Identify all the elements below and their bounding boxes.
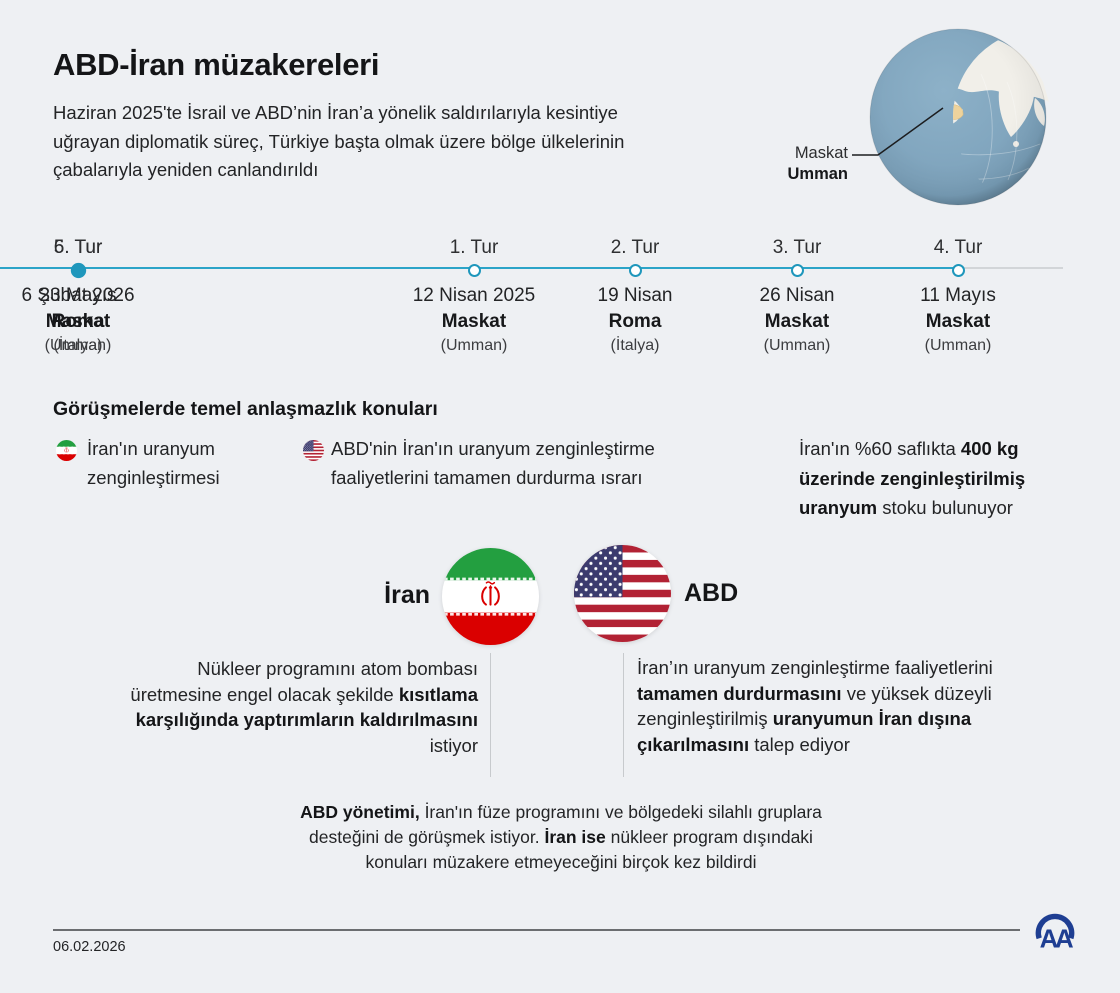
round-city: Maskat	[925, 310, 991, 332]
round-date: 23 Mayıs	[39, 284, 117, 306]
round-country: (Umman)	[763, 336, 831, 354]
round-city: Maskat	[45, 310, 111, 332]
timeline-dot	[70, 262, 86, 278]
globe-label-city: Maskat	[794, 144, 848, 162]
timeline-round-1: 1. Tur 12 Nisan 2025 Maskat (Umman)	[396, 236, 552, 357]
usa-position-text: İran’ın uranyum zenginleştirme faaliyetl…	[637, 657, 993, 755]
timeline-dot	[628, 263, 642, 277]
round-label: 3. Tur	[772, 237, 822, 258]
iran-flag-icon	[56, 440, 77, 461]
timeline-dot	[951, 263, 965, 277]
dispute-item-iran: İran'ın uranyum zenginleştirmesi	[87, 438, 220, 488]
footer-date: 06.02.2026	[53, 939, 126, 955]
timeline-dot	[790, 263, 804, 277]
iran-flag-icon	[442, 548, 539, 645]
timeline-round-2: 2. Tur 19 Nisan Roma (İtalya)	[557, 236, 713, 357]
divider-line-iran	[490, 653, 491, 777]
round-city: Roma	[608, 310, 662, 332]
round-date: 11 Mayıs	[920, 284, 996, 306]
globe-label-country: Umman	[787, 165, 848, 183]
round-country: (İtalya)	[610, 336, 660, 354]
round-label: 2. Tur	[610, 237, 660, 258]
round-country: (Umman)	[44, 336, 112, 354]
globe-icon	[852, 28, 1049, 206]
round-label: 5. Tur	[53, 237, 103, 258]
uranium-stock-note: İran'ın %60 saflıkta 400 kg üzerinde zen…	[799, 438, 1026, 518]
usa-label: ABD	[684, 579, 739, 607]
us-flag-icon	[574, 545, 671, 642]
timeline-dot	[467, 263, 481, 277]
timeline-round-4: 4. Tur 11 Mayıs Maskat (Umman)	[880, 236, 1036, 357]
round-city: Roma	[51, 310, 105, 332]
round-city: Maskat	[441, 310, 507, 332]
globe-label: Maskat Umman	[745, 143, 848, 185]
timeline-round-3: 3. Tur 26 Nisan Maskat (Umman)	[719, 236, 875, 357]
round-country: (Umman)	[440, 336, 508, 354]
iran-label: İran	[384, 581, 430, 609]
round-city: Maskat	[764, 310, 830, 332]
timeline-line-future	[958, 267, 1063, 270]
round-date: 12 Nisan 2025	[412, 284, 536, 306]
disputes-heading: Görüşmelerde temel anlaşmazlık konuları	[53, 398, 438, 420]
page-subtitle: Haziran 2025'te İsrail ve ABD’nin İran’a…	[53, 102, 625, 180]
page-title: ABD-İran müzakereleri	[53, 47, 380, 82]
timeline-round-6: 6. Tur 6 Şubat 2026 Maskat (Umman)	[0, 236, 156, 357]
joint-note-text: ABD yönetimi, İran'ın füze programını ve…	[300, 802, 822, 872]
round-date: 6 Şubat 2026	[21, 284, 135, 306]
us-flag-icon	[303, 440, 324, 461]
round-label: 1. Tur	[449, 237, 499, 258]
iran-position-text: Nükleer programını atom bombası üretmesi…	[130, 658, 478, 756]
round-label: 4. Tur	[933, 237, 983, 258]
globe-callout-line	[852, 107, 944, 156]
round-date: 19 Nisan	[597, 284, 673, 306]
divider-line-usa	[623, 653, 624, 777]
svg-text:AA: AA	[1040, 926, 1073, 954]
aa-logo: AA	[1035, 913, 1076, 954]
footer-divider	[53, 929, 1020, 931]
round-country: (İtalya)	[53, 336, 103, 354]
dispute-item-usa: ABD'nin İran'ın uranyum zenginleştirme f…	[331, 438, 655, 488]
round-country: (Umman)	[924, 336, 992, 354]
round-date: 26 Nisan	[759, 284, 835, 306]
round-label: 6. Tur	[53, 237, 103, 258]
